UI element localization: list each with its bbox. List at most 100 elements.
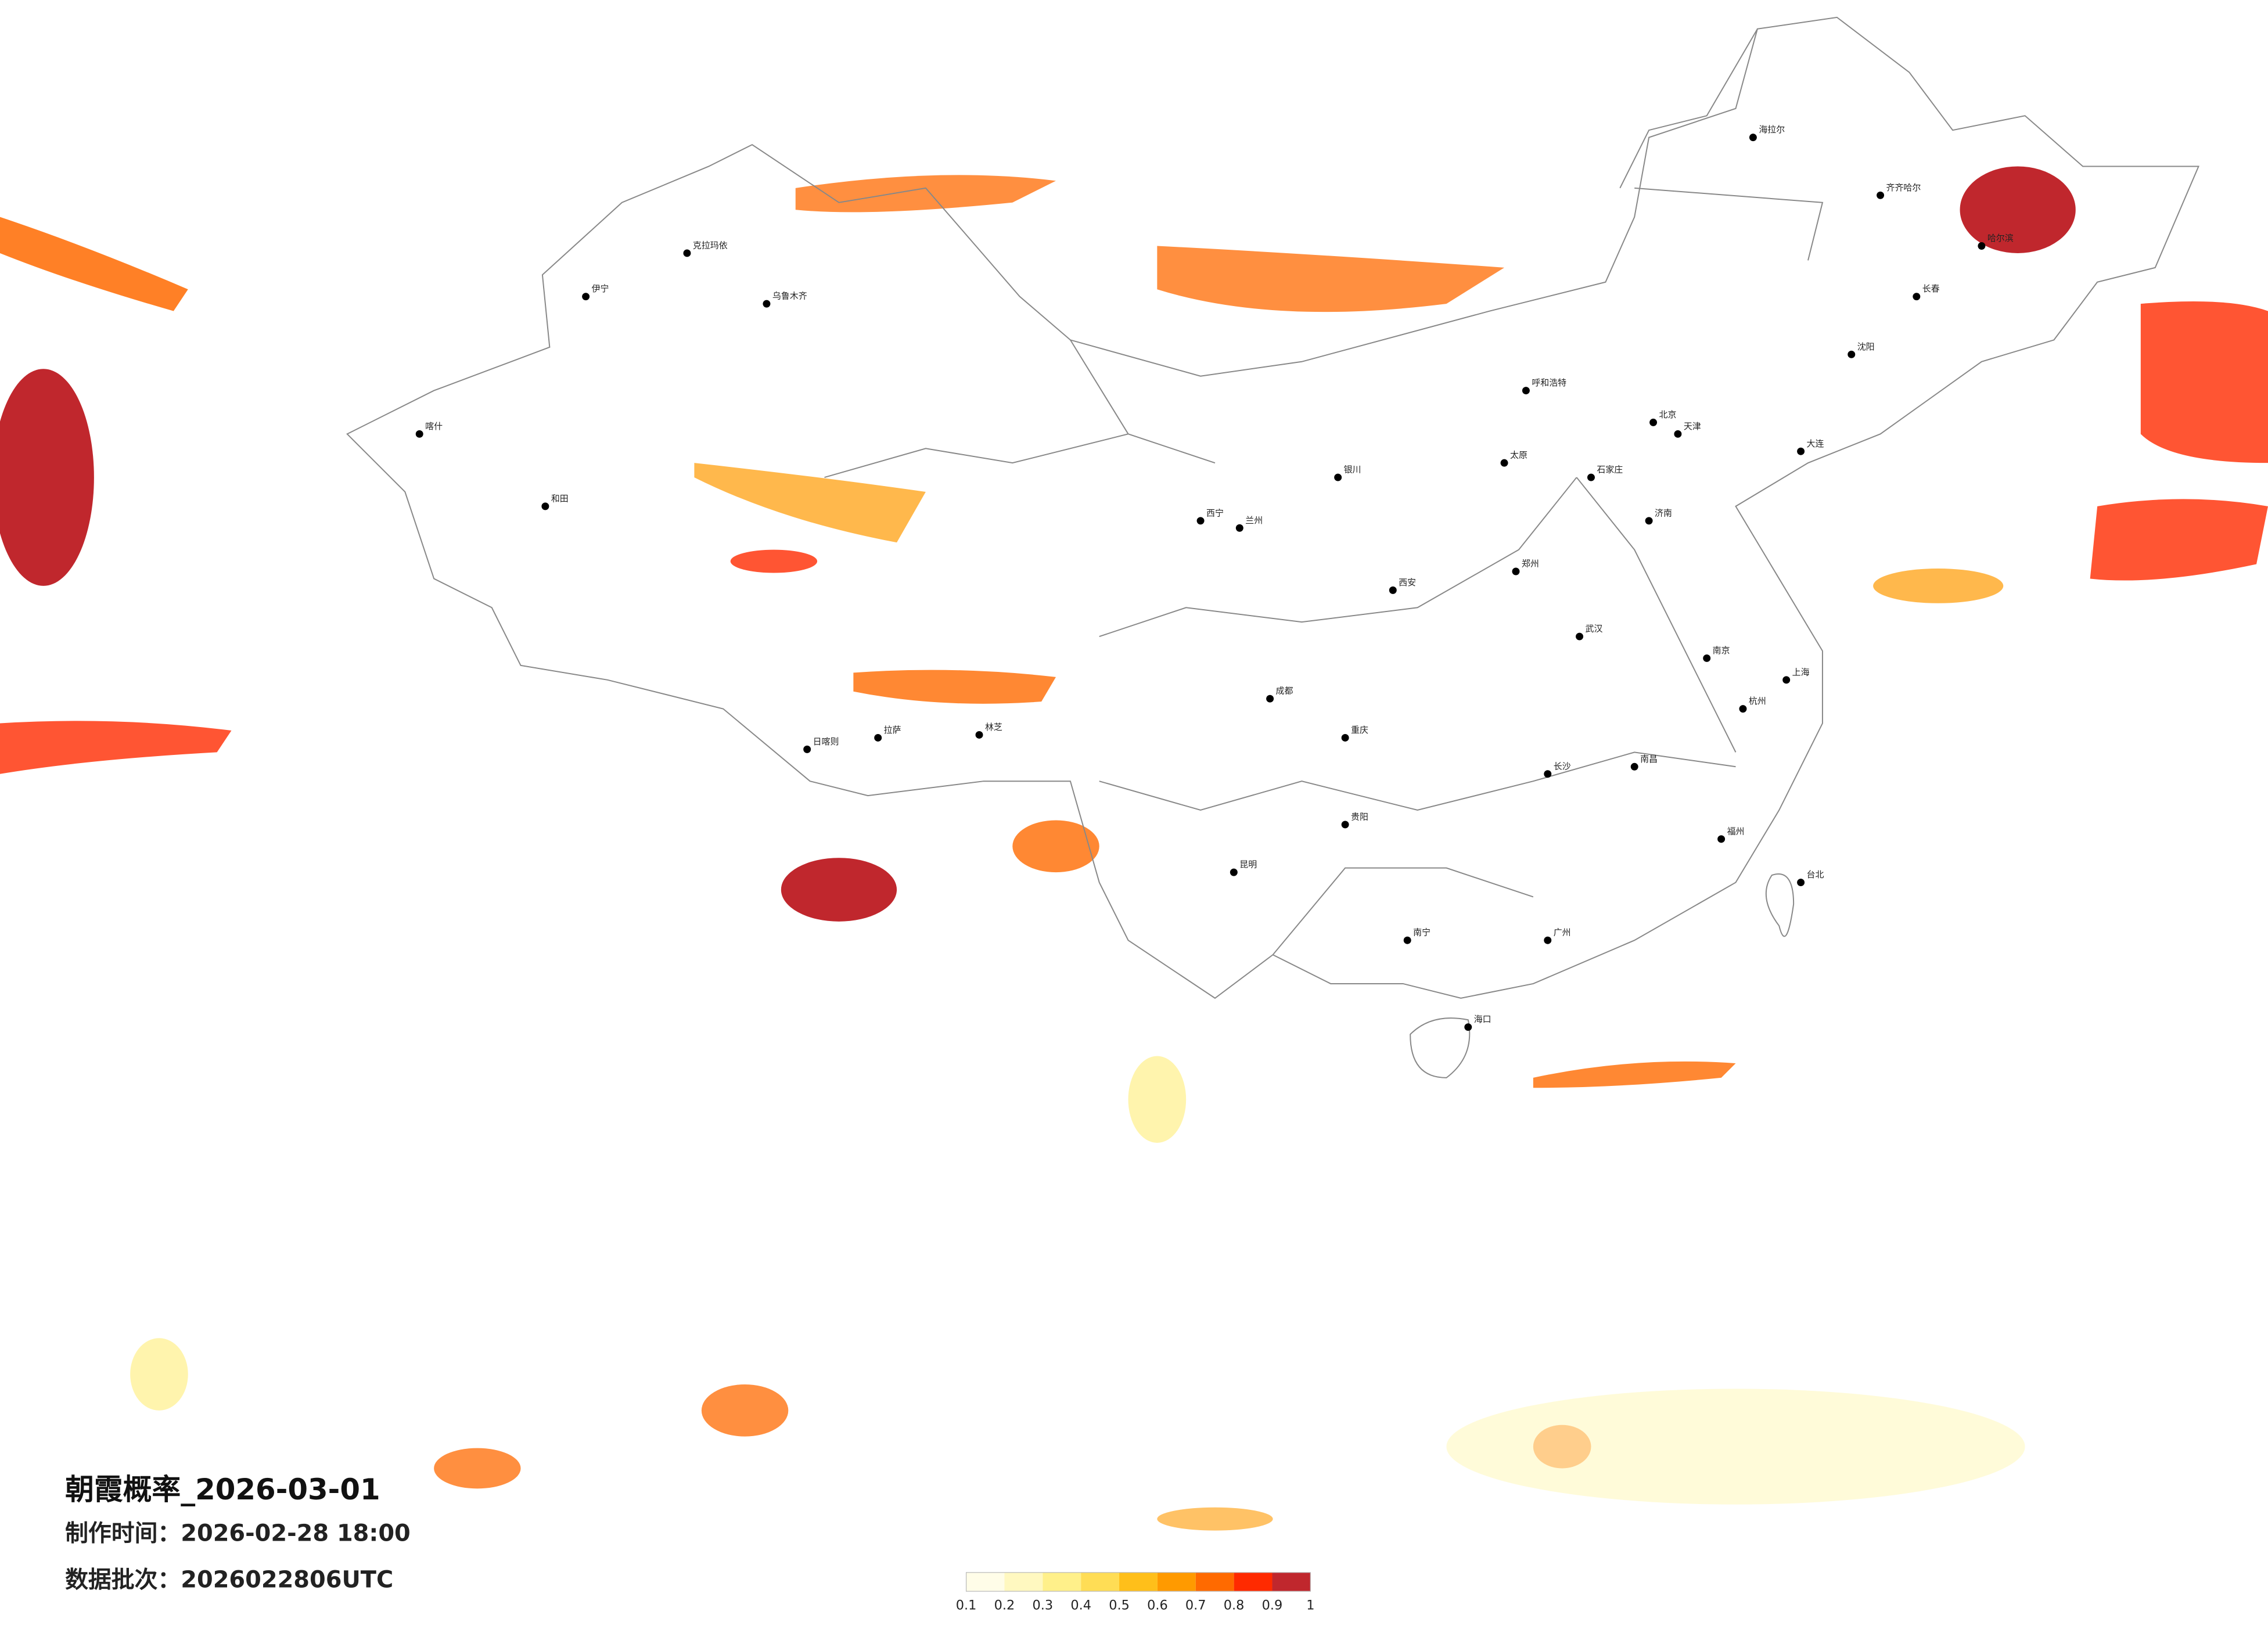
- colorbar-tick-label: 0.9: [1262, 1598, 1283, 1613]
- city-dot: [1674, 430, 1682, 438]
- colorbar-tick-label: 1: [1306, 1598, 1314, 1613]
- colorbar-segment: [1157, 1572, 1196, 1592]
- city-dot: [683, 249, 691, 257]
- city-label: 西安: [1399, 577, 1416, 588]
- city-dot: [803, 745, 811, 753]
- city-label: 贵阳: [1351, 811, 1368, 822]
- city-dot: [1649, 418, 1658, 426]
- city-dot: [1403, 936, 1411, 944]
- city-dot: [1544, 936, 1552, 944]
- city-dot: [1341, 733, 1349, 742]
- city-label: 日喀则: [813, 736, 839, 747]
- city-dot: [1522, 387, 1530, 395]
- city-dot: [1196, 517, 1205, 525]
- city-dot: [1341, 821, 1349, 829]
- city-label: 郑州: [1522, 559, 1539, 569]
- city-label: 武汉: [1586, 624, 1603, 634]
- borders: [346, 16, 2199, 1078]
- city-label: 上海: [1792, 667, 1810, 677]
- colorbar-segment: [1119, 1572, 1158, 1592]
- city-dot: [1913, 293, 1921, 301]
- city-label: 台北: [1807, 869, 1824, 880]
- city-dot: [1782, 676, 1791, 684]
- city-dot: [1739, 705, 1747, 713]
- city-dot: [1464, 1023, 1472, 1031]
- colorbar-segment: [1272, 1572, 1311, 1592]
- city-label: 海口: [1474, 1014, 1491, 1024]
- city-dot: [1848, 350, 1856, 358]
- city-dot: [1749, 134, 1757, 142]
- city-dot: [1797, 879, 1805, 887]
- city-label: 重庆: [1351, 725, 1368, 735]
- colorbar-tick-label: 0.8: [1224, 1598, 1245, 1613]
- city-dot: [415, 430, 423, 438]
- city-label: 长沙: [1554, 761, 1571, 771]
- city-dot: [1235, 524, 1243, 532]
- colorbar-tick-label: 0.7: [1185, 1598, 1206, 1613]
- city-label: 沈阳: [1857, 341, 1875, 352]
- city-dot: [1978, 242, 1986, 250]
- city-label: 喀什: [425, 421, 443, 431]
- city-dot: [582, 293, 590, 301]
- city-dot: [1266, 695, 1274, 703]
- city-label: 成都: [1276, 686, 1293, 696]
- city-label: 济南: [1655, 508, 1672, 518]
- city-label: 乌鲁木齐: [772, 291, 807, 301]
- city-dot: [1576, 632, 1584, 641]
- city-dot: [1703, 654, 1711, 662]
- city-label: 昆明: [1239, 859, 1257, 870]
- colorbar-tick-label: 0.3: [1033, 1598, 1054, 1613]
- city-label: 伊宁: [592, 283, 609, 294]
- city-label: 大连: [1807, 438, 1824, 449]
- city-label: 林芝: [985, 722, 1002, 732]
- city-label: 南京: [1713, 645, 1730, 656]
- city-dot: [1877, 191, 1885, 199]
- city-label: 西宁: [1206, 508, 1224, 518]
- colorbar-tick-label: 0.6: [1147, 1598, 1168, 1613]
- city-dot: [763, 300, 771, 308]
- title: 朝霞概率_2026-03-01: [65, 1473, 380, 1506]
- city-label: 石家庄: [1597, 465, 1623, 475]
- city-label: 天津: [1684, 421, 1701, 431]
- city-label: 长春: [1922, 283, 1940, 294]
- city-label: 南宁: [1413, 927, 1430, 938]
- city-label: 太原: [1510, 450, 1527, 461]
- colorbar-tick-label: 0.4: [1070, 1598, 1091, 1613]
- city-label: 哈尔滨: [1987, 233, 2014, 243]
- city-dot: [975, 731, 983, 739]
- city-label: 呼和浩特: [1532, 377, 1566, 388]
- made-time: 制作时间：2026-02-28 18:00: [65, 1520, 411, 1547]
- city-label: 广州: [1554, 927, 1571, 938]
- colorbar-segment: [1195, 1572, 1234, 1592]
- city-label: 齐齐哈尔: [1886, 182, 1921, 193]
- probability-areas: [0, 166, 2268, 1531]
- colorbar-segment: [1234, 1572, 1273, 1592]
- city-dot: [1717, 835, 1726, 843]
- colorbar: 0.1 0.2 0.3 0.4 0.5 0.6 0.7 0.8 0.9 1: [956, 1572, 1314, 1613]
- city-dot: [1334, 473, 1342, 481]
- city-dot: [1230, 868, 1238, 876]
- city-dot: [874, 733, 882, 742]
- city-label: 兰州: [1245, 515, 1263, 526]
- city-label: 海拉尔: [1759, 124, 1785, 135]
- city-label: 克拉玛依: [693, 240, 728, 250]
- colorbar-tick-label: 0.5: [1109, 1598, 1130, 1613]
- city-dot: [1645, 517, 1653, 525]
- data-batch: 数据批次：2026022806UTC: [65, 1566, 393, 1593]
- city-dot: [1500, 459, 1508, 467]
- colorbar-tick-label: 0.2: [994, 1598, 1015, 1613]
- colorbar-segment: [1004, 1572, 1043, 1592]
- city-dot: [1512, 567, 1520, 575]
- city-label: 南昌: [1640, 754, 1658, 764]
- colorbar-frame: [965, 1572, 1311, 1592]
- colorbar-segment: [1081, 1572, 1120, 1592]
- city-dot: [1630, 762, 1638, 771]
- city-label: 杭州: [1749, 696, 1766, 706]
- city-dot: [1797, 447, 1805, 455]
- city-label: 拉萨: [884, 725, 901, 735]
- city-label: 北京: [1659, 409, 1677, 420]
- city-dot: [541, 502, 549, 510]
